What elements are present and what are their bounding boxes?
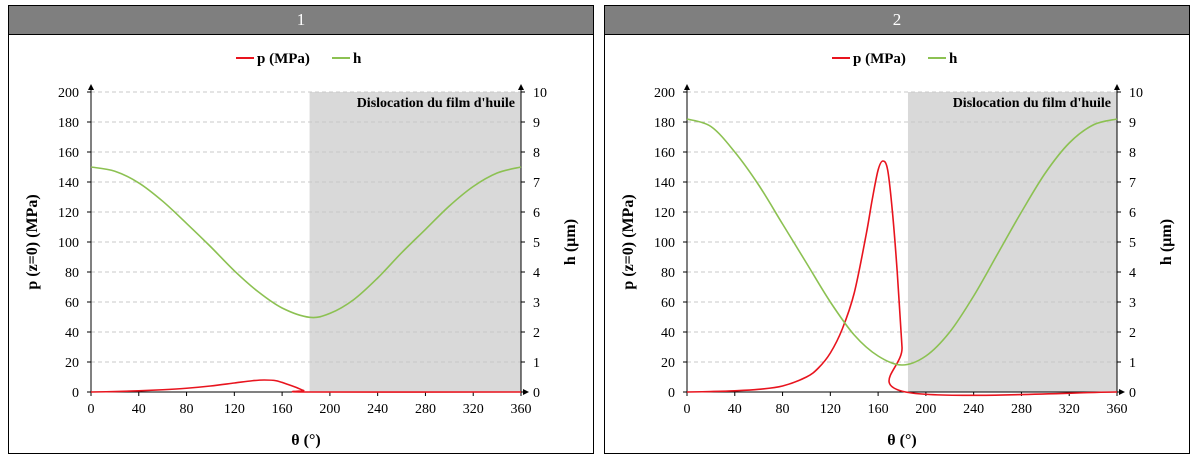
panel-header: 1 <box>9 6 593 35</box>
panel-header: 2 <box>605 6 1189 35</box>
y-left-tick-label: 140 <box>654 176 675 191</box>
left-axis-arrow <box>684 84 690 90</box>
x-tick-label: 240 <box>367 402 388 417</box>
y-left-tick-label: 80 <box>65 266 79 281</box>
legend-label-pressure: p (MPa) <box>853 51 906 67</box>
chart-panel-1: 1 0 20 40 60 80 100 120 140 160 180 200 0 1 2 3 4 5 6 7 8 9 1… <box>8 5 594 454</box>
y-left-tick-label: 100 <box>58 236 79 251</box>
y-right-tick-label: 3 <box>533 296 540 311</box>
x-tick-label: 280 <box>1011 402 1032 417</box>
legend-label-thickness: h <box>949 51 958 67</box>
chart-1: 0204060801001201401601802000123456789100… <box>24 51 579 449</box>
y-right-tick-label: 6 <box>1129 206 1136 221</box>
y-left-tick-label: 140 <box>58 176 79 191</box>
x-tick-label: 80 <box>180 402 194 417</box>
y-right-axis-title: h (µm) <box>1158 219 1175 265</box>
x-tick-label: 200 <box>319 402 340 417</box>
x-tick-label: 320 <box>1059 402 1080 417</box>
y-right-axis-title: h (µm) <box>562 219 579 265</box>
series-line-pressure <box>90 379 522 393</box>
y-right-tick-label: 6 <box>533 206 540 221</box>
y-left-tick-label: 200 <box>58 86 79 101</box>
y-left-tick-label: 40 <box>661 326 675 341</box>
chart-2: 0204060801001201401601802000123456789100… <box>620 51 1175 449</box>
x-tick-label: 0 <box>684 402 691 417</box>
y-left-tick-label: 160 <box>58 146 79 161</box>
x-tick-label: 0 <box>88 402 95 417</box>
x-tick-label: 160 <box>272 402 293 417</box>
x-tick-label: 40 <box>132 402 146 417</box>
y-left-tick-label: 80 <box>661 266 675 281</box>
y-right-tick-label: 4 <box>533 266 540 281</box>
series-line-pressure <box>686 160 1118 397</box>
y-right-tick-label: 10 <box>1129 86 1143 101</box>
y-right-tick-label: 2 <box>1129 326 1136 341</box>
y-left-tick-label: 160 <box>654 146 675 161</box>
x-tick-label: 200 <box>915 402 936 417</box>
series-line-thickness <box>686 118 1118 366</box>
x-tick-label: 360 <box>1107 402 1128 417</box>
y-right-tick-label: 1 <box>533 356 540 371</box>
bottom-axis-arrow <box>523 389 529 395</box>
bottom-axis-arrow <box>1119 389 1125 395</box>
y-left-tick-label: 180 <box>58 116 79 131</box>
y-left-tick-label: 20 <box>661 356 675 371</box>
y-left-tick-label: 0 <box>668 386 675 401</box>
y-left-tick-label: 40 <box>65 326 79 341</box>
annotation-label: Dislocation du film d'huile <box>357 96 515 111</box>
x-tick-label: 120 <box>820 402 841 417</box>
y-right-tick-label: 3 <box>1129 296 1136 311</box>
y-left-tick-label: 60 <box>65 296 79 311</box>
y-right-tick-label: 4 <box>1129 266 1136 281</box>
right-axis-arrow <box>1114 84 1120 90</box>
y-right-tick-label: 7 <box>1129 176 1136 191</box>
y-right-tick-label: 5 <box>1129 236 1136 251</box>
x-tick-label: 40 <box>728 402 742 417</box>
y-left-axis-title: p (z=0) (MPa) <box>620 194 637 289</box>
y-left-tick-label: 100 <box>654 236 675 251</box>
legend-label-thickness: h <box>353 51 362 67</box>
y-right-tick-label: 9 <box>533 116 540 131</box>
right-axis-arrow <box>518 84 524 90</box>
y-left-tick-label: 200 <box>654 86 675 101</box>
y-right-tick-label: 5 <box>533 236 540 251</box>
left-axis-arrow <box>88 84 94 90</box>
y-left-tick-label: 60 <box>661 296 675 311</box>
y-left-tick-label: 120 <box>654 206 675 221</box>
y-right-tick-label: 0 <box>1129 386 1136 401</box>
x-tick-label: 120 <box>224 402 245 417</box>
x-tick-label: 80 <box>776 402 790 417</box>
y-left-tick-label: 120 <box>58 206 79 221</box>
y-left-tick-label: 20 <box>65 356 79 371</box>
x-tick-label: 280 <box>415 402 436 417</box>
y-left-axis-title: p (z=0) (MPa) <box>24 194 41 289</box>
y-right-tick-label: 2 <box>533 326 540 341</box>
y-left-tick-label: 180 <box>654 116 675 131</box>
x-tick-label: 160 <box>868 402 889 417</box>
x-axis-title: θ (°) <box>887 432 916 449</box>
y-right-tick-label: 0 <box>533 386 540 401</box>
series-line-thickness <box>90 166 522 319</box>
x-axis-title: θ (°) <box>291 432 320 449</box>
y-right-tick-label: 8 <box>1129 146 1136 161</box>
legend-label-pressure: p (MPa) <box>257 51 310 67</box>
y-left-tick-label: 0 <box>72 386 79 401</box>
y-right-tick-label: 10 <box>533 86 547 101</box>
x-tick-label: 240 <box>963 402 984 417</box>
x-tick-label: 320 <box>463 402 484 417</box>
y-right-tick-label: 7 <box>533 176 540 191</box>
chart-panel-2: 2 0 20 40 60 80 100 120 140 160 180 200 0 1 2 3 4 5 6 7 8 9 1… <box>604 5 1190 454</box>
x-tick-label: 360 <box>511 402 532 417</box>
y-right-tick-label: 1 <box>1129 356 1136 371</box>
annotation-label: Dislocation du film d'huile <box>953 96 1111 111</box>
y-right-tick-label: 8 <box>533 146 540 161</box>
y-right-tick-label: 9 <box>1129 116 1136 131</box>
